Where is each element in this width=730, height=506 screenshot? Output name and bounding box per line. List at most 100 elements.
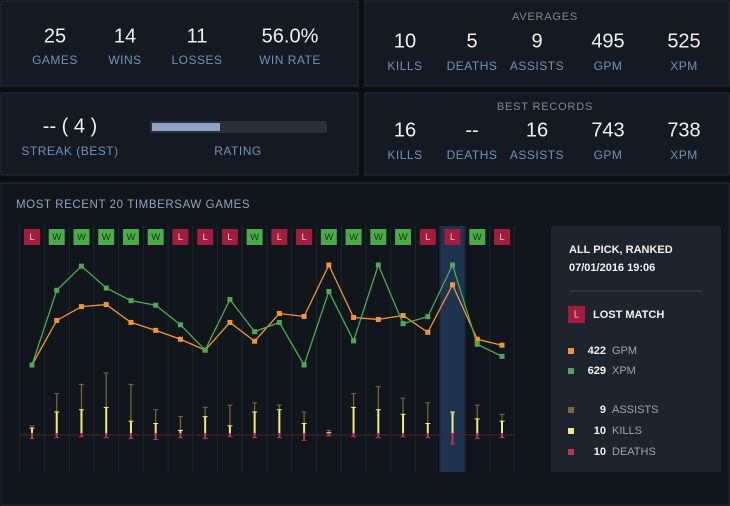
result-badge-text: W (349, 232, 358, 243)
result-badge (197, 229, 214, 245)
series-point (153, 302, 159, 308)
legend-name: KILLS (612, 425, 642, 437)
stat-label: ASSISTS (510, 148, 564, 162)
stat-label: KILLS (387, 59, 422, 73)
series-point (252, 329, 258, 335)
stat-value: 738 (667, 119, 700, 141)
legend-value: 10 (594, 446, 606, 458)
result-badge (444, 229, 461, 245)
stat-label: WIN RATE (259, 53, 321, 67)
series-point (103, 285, 109, 291)
result-badge-text: W (250, 232, 259, 243)
series-point (202, 347, 208, 353)
result-badge (271, 229, 288, 245)
series-point (54, 287, 60, 293)
streak-label: STREAK (BEST) (21, 144, 118, 158)
stat-value: 16 (394, 119, 416, 141)
rating-label: RATING (214, 144, 261, 158)
result-badge-text: L (277, 232, 282, 243)
series-point (375, 262, 381, 268)
series-point (326, 262, 332, 268)
series-point (252, 338, 258, 344)
series-point (78, 304, 84, 310)
result-badge (98, 229, 115, 245)
stat-value: 9 (531, 30, 542, 52)
stat-label: WINS (108, 53, 141, 67)
legend-swatch (568, 449, 574, 455)
tooltip-badge-text: L (574, 310, 580, 321)
legend-swatch (568, 407, 574, 413)
result-badge (370, 229, 387, 245)
tooltip-mode: ALL PICK, RANKED (569, 244, 673, 256)
result-badge (73, 229, 90, 245)
stat-label: GAMES (32, 53, 78, 67)
series-point (276, 311, 282, 317)
result-badge (296, 229, 313, 245)
tooltip-panel (551, 226, 721, 472)
result-badge (122, 229, 139, 245)
series-point (128, 298, 134, 304)
series-point (375, 316, 381, 322)
legend-name: GPM (612, 345, 637, 357)
series-point (153, 327, 159, 333)
result-badge-text: W (102, 232, 111, 243)
series-point (301, 362, 307, 368)
result-badge-text: W (324, 232, 333, 243)
result-badge-text: W (52, 232, 61, 243)
stat-label: ASSISTS (510, 59, 564, 73)
stat-value: 11 (187, 25, 208, 47)
legend-name: ASSISTS (612, 404, 658, 416)
stat-value: 525 (667, 30, 700, 52)
result-badge-text: W (77, 232, 86, 243)
result-badge (345, 229, 362, 245)
stat-value: 56.0% (262, 25, 319, 47)
result-badge (221, 229, 238, 245)
series-point (351, 314, 357, 320)
result-badge (494, 229, 510, 245)
averages-panel (364, 0, 730, 87)
stat-label: XPM (670, 59, 698, 73)
result-badge-text: L (425, 232, 430, 243)
legend-value: 422 (588, 345, 606, 357)
records-title: BEST RECORDS (497, 101, 593, 113)
stat-label: GPM (594, 148, 623, 162)
stat-value: 25 (44, 25, 66, 47)
stat-label: KILLS (387, 148, 422, 162)
series-point (400, 312, 406, 318)
streak-panel (0, 92, 359, 176)
legend-name: XPM (612, 365, 636, 377)
result-badge-text: L (301, 232, 306, 243)
result-badge-text: W (151, 232, 160, 243)
legend-swatch (568, 368, 574, 374)
result-badge-text: W (399, 232, 408, 243)
result-badge (172, 229, 189, 245)
result-badge (246, 229, 263, 245)
rating-fill (152, 123, 220, 131)
series-point (450, 282, 456, 288)
streak-value: -- ( 4 ) (43, 115, 97, 137)
legend-value: 629 (588, 365, 606, 377)
series-point (128, 319, 134, 325)
series-point (474, 341, 480, 347)
series-point (103, 302, 109, 308)
result-badge (469, 229, 486, 245)
series-point (227, 319, 233, 325)
result-badge (24, 229, 40, 245)
series-point (326, 288, 332, 294)
series-point (301, 313, 307, 319)
result-badge (48, 229, 65, 245)
result-badge-text: L (450, 232, 455, 243)
stat-value: -- (465, 119, 478, 141)
stat-label: LOSSES (171, 53, 222, 67)
series-line (31, 263, 503, 367)
averages-title: AVERAGES (512, 11, 578, 23)
tooltip-badge (568, 306, 585, 323)
result-badge-text: L (178, 232, 183, 243)
series-point (29, 362, 35, 368)
series-point (474, 336, 480, 342)
result-badge (147, 229, 164, 245)
result-badge (395, 229, 412, 245)
records-panel (364, 92, 730, 176)
series-point (425, 329, 431, 335)
